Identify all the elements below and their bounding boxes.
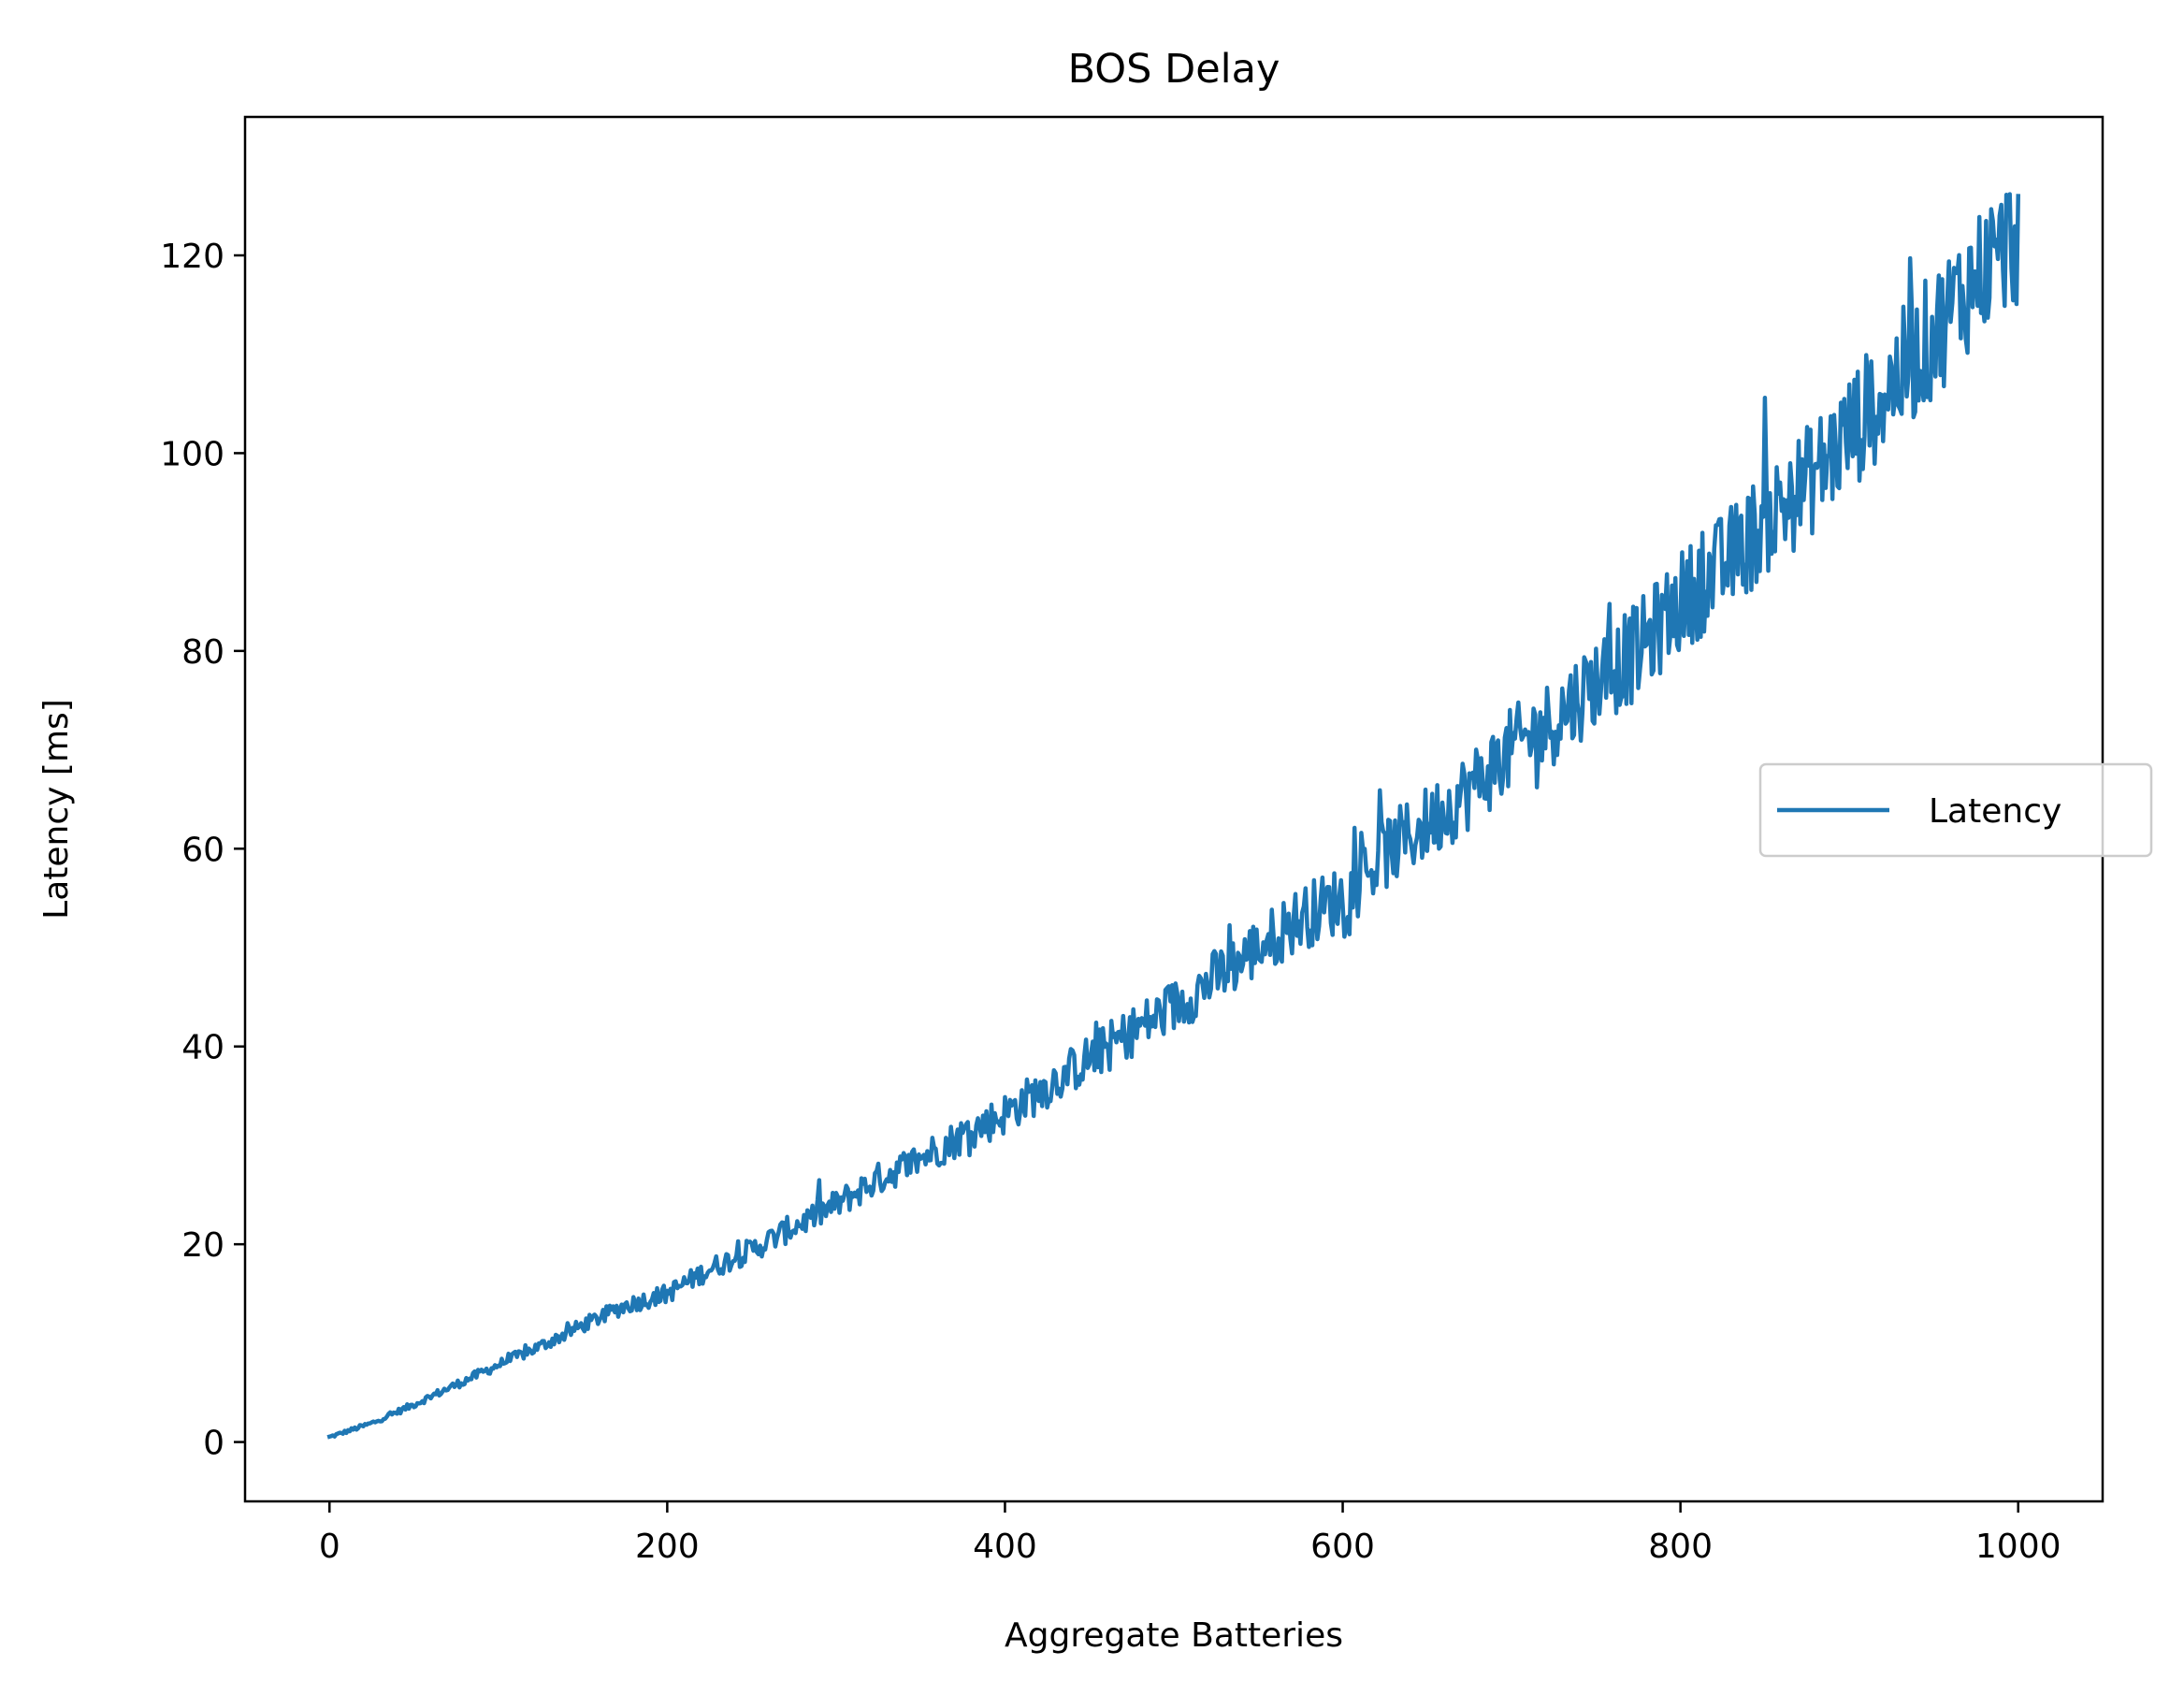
y-tick-label: 0: [203, 1425, 224, 1463]
y-tick-label: 100: [160, 435, 224, 473]
latency-series-line: [326, 192, 2021, 1440]
y-axis: 0 20 40 60 80 100 120: [160, 238, 245, 1463]
legend: Latency: [1758, 762, 2153, 858]
x-tick-label: 0: [319, 1528, 340, 1566]
x-tick-label: 200: [635, 1528, 700, 1566]
y-axis-label: Latency [ms]: [37, 699, 76, 920]
y-tick-label: 60: [181, 831, 224, 869]
x-tick-label: 400: [973, 1528, 1037, 1566]
legend-box: [1758, 762, 2153, 858]
plot-area: 0 200 400 600 800 1000 0 20 40 60 80 100 120: [160, 115, 2104, 1566]
legend-label-latency: Latency: [1929, 792, 2061, 831]
x-tick-label: 1000: [1975, 1528, 2061, 1566]
y-tick-label: 40: [181, 1029, 224, 1067]
y-tick-label: 20: [181, 1226, 224, 1265]
x-axis: 0 200 400 600 800 1000: [319, 1501, 2061, 1566]
x-axis-label: Aggregate Batteries: [1005, 1616, 1343, 1655]
chart-title: BOS Delay: [1068, 46, 1280, 93]
y-tick-label: 120: [160, 238, 224, 276]
y-tick-label: 80: [181, 633, 224, 672]
x-tick-label: 800: [1648, 1528, 1713, 1566]
x-tick-label: 600: [1310, 1528, 1375, 1566]
